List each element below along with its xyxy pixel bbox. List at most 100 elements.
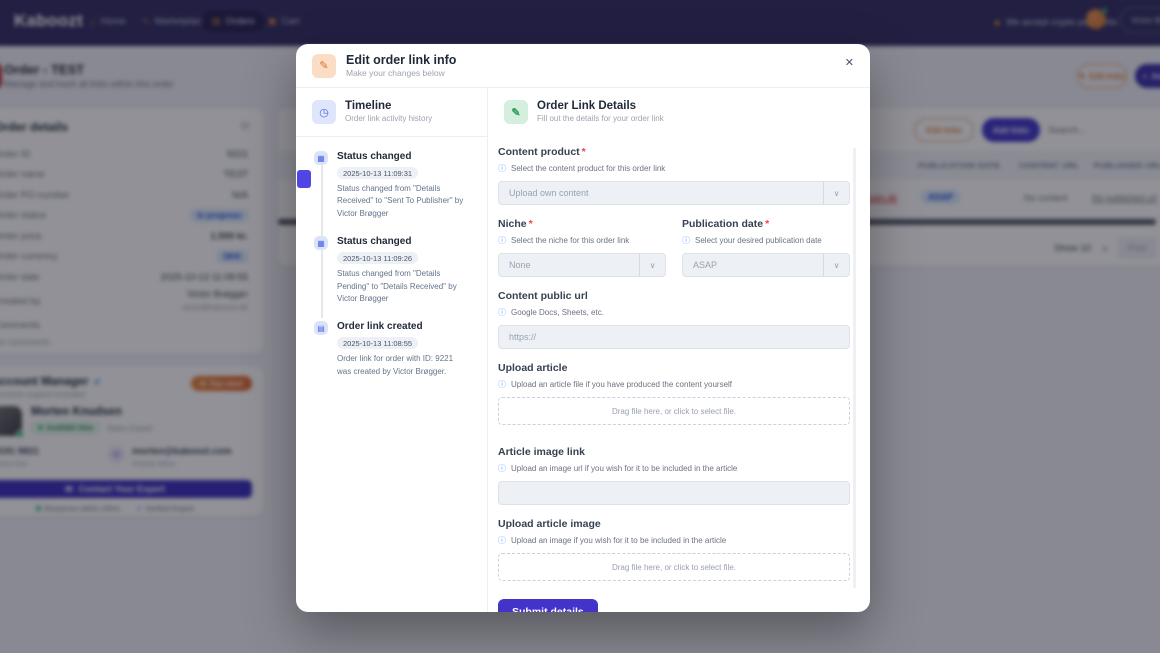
- article-image-link-label: Article image link: [498, 446, 585, 458]
- order-page-icon: [0, 62, 2, 90]
- details-title: Order Link Details: [537, 100, 637, 112]
- timeline-event: ▤ Order link created 2025-10-13 11:08:55…: [314, 321, 473, 378]
- nav-label: Orders: [225, 16, 255, 27]
- niche-select[interactable]: None ∨: [498, 253, 666, 277]
- nav-item-orders[interactable]: ▤ Orders: [202, 11, 265, 32]
- phone-number: 4191 9821: [0, 446, 39, 457]
- presence-dot: [16, 430, 24, 438]
- calendar-icon: ▦: [314, 151, 328, 165]
- account-menu-button[interactable]: Victor Brøg: [1120, 7, 1160, 33]
- calendar-icon: ▦: [314, 236, 328, 251]
- edit-links-button[interactable]: Edit links: [914, 118, 974, 142]
- publication-date-select[interactable]: ASAP ∨: [682, 253, 850, 277]
- green-dot: [36, 506, 42, 511]
- green-dot: [38, 424, 43, 430]
- search-input[interactable]: [1048, 124, 1118, 136]
- mail-icon: ✉: [108, 446, 125, 463]
- event-timestamp: 2025-10-13 11:09:31: [337, 167, 419, 179]
- add-links-button[interactable]: Add links: [981, 118, 1040, 142]
- phone-contact: ✆ 4191 9821 Direct line: [0, 446, 100, 468]
- info-icon: ⓘ: [498, 164, 506, 173]
- submit-details-button[interactable]: Submit details: [498, 599, 598, 612]
- document-icon: ▤: [314, 321, 328, 336]
- niche-label: Niche *: [498, 218, 533, 230]
- info-icon: ⓘ: [682, 236, 690, 245]
- response-time-note: Response within 24hrs: [36, 504, 120, 513]
- nav-label: Home: [100, 16, 126, 27]
- nav-item-home[interactable]: ⌂ Home: [80, 11, 136, 32]
- page-subtitle: Manage and track all links within this o…: [4, 79, 174, 89]
- info-icon: ⓘ: [498, 380, 506, 389]
- chevron-down-icon: ∨: [823, 254, 849, 276]
- account-manager-title: Account Manager: [0, 376, 89, 388]
- edit-links-button-top[interactable]: ✎ Edit links: [1077, 64, 1127, 88]
- account-manager-subtitle: Premium support included: [0, 390, 85, 399]
- article-file-dropzone[interactable]: Drag file here, or click to select file.: [498, 397, 850, 425]
- add-links-button-top[interactable]: + Add links: [1135, 64, 1160, 88]
- chat-icon: ✉: [65, 483, 73, 494]
- timeline-event: ▦ Status changed 2025-10-13 11:09:26 Sta…: [314, 236, 473, 305]
- timeline-subtitle: Order link activity history: [345, 114, 433, 123]
- orders-icon: ▤: [212, 16, 221, 26]
- chevron-down-icon: ∨: [639, 254, 665, 276]
- article-image-link-input[interactable]: [498, 481, 850, 505]
- show-count-select[interactable]: Show 10: [1054, 242, 1091, 254]
- cart-icon: ▣: [268, 16, 277, 26]
- nav-item-cart[interactable]: ▣ Cart: [258, 11, 309, 32]
- event-timestamp: 2025-10-13 11:09:26: [337, 252, 419, 265]
- top-navigation: Kaboozt ⌂ Home ∿ Marketplace ▤ Orders ▣ …: [0, 0, 1160, 46]
- user-avatar[interactable]: [1086, 7, 1108, 29]
- presence-dot: [1101, 7, 1108, 14]
- edit-order-link-modal: ✎ Edit order link info Make your changes…: [296, 44, 870, 612]
- shield-icon: ✔: [136, 506, 142, 513]
- publication-date-badge: ASAP: [921, 190, 961, 204]
- article-image-dropzone[interactable]: Drag file here, or click to select file.: [498, 553, 850, 581]
- currency-badge: DKK: [216, 250, 248, 264]
- email-contact[interactable]: ✉ morten@kaboozt.com Priority inbox: [108, 446, 232, 468]
- info-icon: ⓘ: [498, 308, 506, 317]
- info-icon: ⓘ: [498, 536, 506, 545]
- star-icon: ★: [199, 379, 207, 388]
- plus-icon: +: [1142, 71, 1148, 81]
- detail-row: Order currency DKK: [0, 247, 248, 268]
- contact-expert-button[interactable]: ✉ Contact Your Expert: [0, 480, 252, 498]
- manager-photo: [0, 406, 24, 438]
- crypto-icon: ◆: [994, 17, 1001, 27]
- manager-name: Morten Knudsen: [31, 406, 122, 418]
- app-logo[interactable]: Kaboozt: [14, 11, 84, 30]
- close-icon[interactable]: ✕: [844, 57, 854, 69]
- upload-article-image-label: Upload article image: [498, 518, 601, 530]
- edit-icon: ✎: [1078, 71, 1086, 81]
- modal-subtitle: Make your changes below: [346, 68, 445, 78]
- nav-item-marketplace[interactable]: ∿ Marketplace: [132, 11, 216, 32]
- content-product-label: Content product *: [498, 146, 586, 158]
- publication-date-label: Publication date *: [682, 218, 770, 230]
- form-scrollbar[interactable]: [853, 148, 856, 588]
- published-url-cell[interactable]: No published url: [1092, 193, 1158, 203]
- chevron-down-icon: ∨: [1102, 243, 1108, 253]
- content-product-select[interactable]: Upload own content ∨: [498, 181, 850, 205]
- content-url-input[interactable]: [498, 325, 850, 349]
- prev-page-button[interactable]: Prev: [1118, 237, 1157, 259]
- info-icon: ⓘ: [498, 464, 506, 473]
- status-badge: In progress: [190, 209, 248, 223]
- manager-role: Sales Expert: [107, 423, 153, 433]
- modal-title: Edit order link info: [346, 53, 457, 67]
- top-rated-badge: ★ Top rated: [190, 376, 252, 391]
- active-step-indicator: [297, 170, 311, 188]
- marketplace-icon: ∿: [142, 16, 150, 26]
- availability-badge: Available Now: [31, 422, 101, 434]
- content-url-cell: No content: [1024, 193, 1068, 203]
- order-details-title: Order details: [0, 120, 69, 134]
- timeline-event: ▦ Status changed 2025-10-13 11:09:31 Sta…: [314, 151, 473, 220]
- crypto-payments-note: ◆ We accept crypto payments: [994, 17, 1118, 27]
- refresh-icon[interactable]: ⟳: [240, 121, 250, 133]
- details-subtitle: Fill out the details for your order link: [537, 114, 664, 123]
- email-address: morten@kaboozt.com: [132, 446, 232, 457]
- edit-icon: ✎: [504, 100, 528, 124]
